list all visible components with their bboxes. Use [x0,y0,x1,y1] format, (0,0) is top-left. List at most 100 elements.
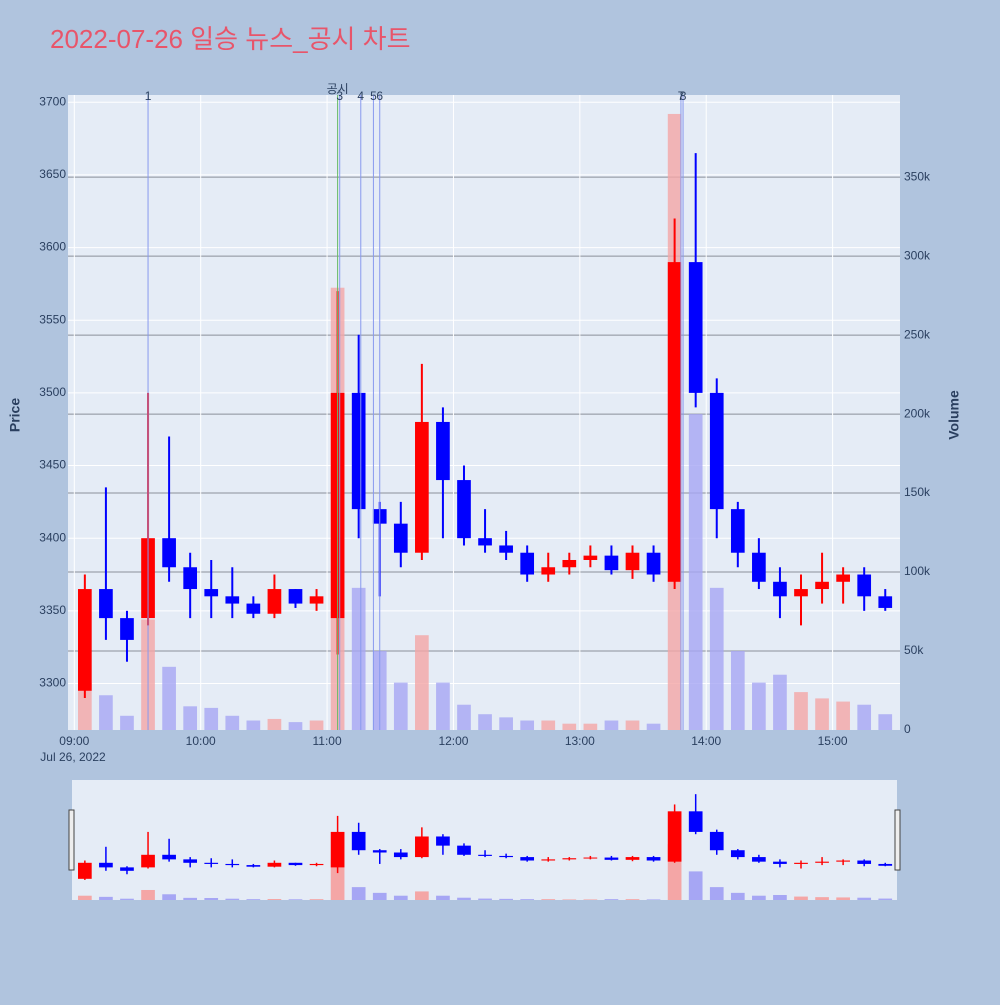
candle-body [562,559,577,568]
mini-candle-body [836,860,850,862]
volume-bar [857,704,872,730]
mini-volume-bar [415,891,429,900]
volume-bar [815,698,829,730]
candle-body [815,581,829,590]
volume-bar [436,682,450,730]
mini-volume-bar [646,899,661,900]
mini-candle-body [330,831,345,868]
mini-candle-body [583,857,598,859]
candle-body [288,589,303,604]
y-tick-label: 3550 [39,312,66,326]
news-label: 1 [145,89,152,103]
y2-tick-label: 300k [904,248,931,262]
volume-bar [246,720,261,730]
volume-bar [836,701,850,730]
candle-body [309,596,324,604]
mini-candle-body [625,857,640,860]
volume-bar [752,682,766,730]
mini-candle-body [288,862,303,866]
volume-bar [393,682,408,730]
y-tick-label: 3400 [39,530,66,544]
candle-body [162,538,176,568]
mini-volume-bar [583,899,598,900]
mini-volume-bar [309,899,324,900]
mini-candle-body [604,857,619,860]
mini-candle-body [436,836,450,846]
mini-candle-body [667,811,682,862]
news-label: 4 [357,89,364,103]
candle-body [99,589,113,619]
mini-volume-bar [794,896,808,900]
mini-volume-bar [730,892,745,900]
x-tick-label: 15:00 [818,734,848,748]
volume-bar [773,674,787,730]
candle-body [415,421,429,553]
mini-candle-body [183,859,198,863]
candle-body [688,262,703,393]
x-date-label: Jul 26, 2022 [40,750,106,764]
mini-volume-bar [204,897,219,900]
candle-body [246,603,261,614]
mini-candle-body [141,854,155,868]
mini-volume-bar [604,899,619,900]
mini-candle-body [267,862,282,867]
range-handle[interactable] [894,809,901,871]
candle-body [646,552,661,575]
mini-candle-body [120,867,134,871]
mini-candle-body [99,862,113,868]
candle-body [78,589,92,691]
y2-tick-label: 350k [904,169,931,183]
range-handle[interactable] [68,809,75,871]
volume-bar [604,720,619,730]
mini-volume-bar [351,887,366,900]
range-slider[interactable] [72,780,897,900]
volume-bar [309,720,324,730]
x-tick-label: 13:00 [565,734,595,748]
mini-candle-body [562,858,577,860]
mini-candle-body [162,854,176,860]
y2-tick-label: 150k [904,485,931,499]
mini-volume-bar [499,898,513,900]
x-tick-label: 12:00 [438,734,468,748]
candle-body [225,596,240,604]
mini-volume-bar [457,897,471,900]
candle-body [836,574,850,582]
candle-body [351,392,366,510]
mini-volume-bar [393,895,408,900]
mini-candle-body [415,836,429,858]
mini-volume-bar [246,899,261,900]
y-tick-label: 3300 [39,676,66,690]
mini-volume-bar [520,899,535,900]
y-tick-label: 3450 [39,458,66,472]
mini-volume-bar [625,899,640,900]
volume-bar [478,714,492,730]
mini-volume-bar [225,898,240,900]
candle-body [709,392,724,510]
mini-volume-bar [436,895,450,900]
volume-bar [351,587,366,730]
y2-axis-title: Volume [946,390,962,440]
mini-volume-bar [836,897,850,900]
mini-volume-bar [183,897,198,900]
y-tick-label: 3350 [39,603,66,617]
volume-bar [730,651,745,730]
candle-body [204,589,219,597]
candle-body [541,567,556,575]
y-tick-label: 3650 [39,167,66,181]
volume-bar [99,695,113,730]
volume-bar [709,587,724,730]
volume-bar [267,718,282,730]
candle-body [457,480,471,539]
mini-candle-body [351,831,366,851]
news-label: 6 [376,89,383,103]
y2-tick-label: 50k [904,643,924,657]
volume-bar [225,715,240,730]
x-tick-label: 11:00 [313,734,342,748]
mini-volume-bar [752,895,766,900]
mini-candle-body [372,850,387,853]
news-label: 8 [680,89,687,103]
mini-volume-bar [815,897,829,900]
volume-bar [78,682,92,730]
candle-body [794,589,808,597]
mini-candle-body [878,863,893,866]
